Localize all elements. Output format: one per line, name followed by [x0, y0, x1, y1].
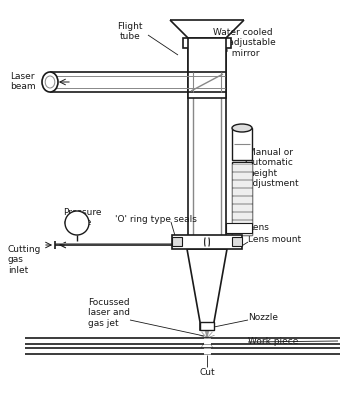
Text: Cutting
gas
inlet: Cutting gas inlet	[8, 245, 41, 275]
Circle shape	[65, 211, 89, 235]
Text: Lens: Lens	[248, 223, 269, 233]
Text: Focussed
laser and
gas jet: Focussed laser and gas jet	[88, 298, 130, 328]
Ellipse shape	[232, 124, 252, 132]
Text: Laser
beam: Laser beam	[10, 72, 36, 91]
Bar	[232, 196, 252, 203]
Bar	[232, 237, 242, 246]
Bar	[172, 235, 242, 249]
Text: Water cooled
tilt adjustable
45° mirror: Water cooled tilt adjustable 45° mirror	[213, 28, 276, 58]
Bar	[188, 38, 226, 98]
Text: Nozzle: Nozzle	[248, 314, 278, 322]
Bar	[200, 322, 214, 330]
Bar	[232, 188, 252, 195]
Polygon shape	[187, 249, 227, 330]
Bar	[232, 162, 252, 235]
Bar	[232, 228, 252, 235]
Bar	[232, 220, 252, 227]
Text: Pressure
gauge: Pressure gauge	[63, 208, 102, 227]
Text: Cut: Cut	[199, 368, 215, 377]
Bar	[226, 223, 252, 233]
Bar	[232, 172, 252, 179]
Text: Flight
tube: Flight tube	[117, 22, 143, 41]
Ellipse shape	[42, 72, 58, 92]
Bar	[232, 212, 252, 219]
Text: Work piece: Work piece	[248, 338, 298, 346]
Bar	[232, 204, 252, 211]
Bar	[232, 164, 252, 171]
Bar	[193, 72, 221, 92]
Bar	[183, 38, 231, 48]
Text: 'O' ring type seals: 'O' ring type seals	[115, 215, 197, 224]
Bar	[232, 128, 252, 160]
Bar	[232, 180, 252, 187]
Bar	[172, 237, 182, 246]
Text: Lens mount: Lens mount	[248, 235, 301, 245]
Text: Manual or
automatic
height
adjustment: Manual or automatic height adjustment	[248, 148, 300, 188]
